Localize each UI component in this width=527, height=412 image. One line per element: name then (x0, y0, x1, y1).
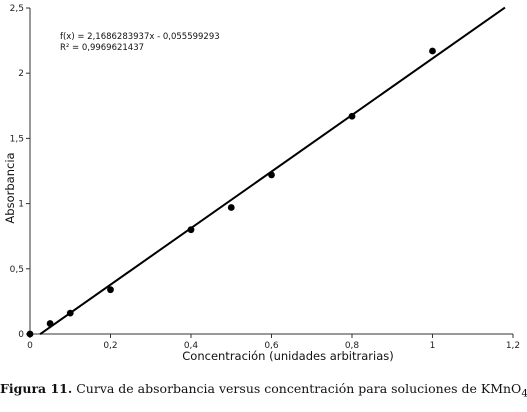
x-tick-label: 0,2 (103, 341, 117, 351)
x-tick-label: 0,8 (345, 341, 360, 351)
caption-subscript: 4 (521, 387, 527, 400)
y-tick-label: 2 (18, 69, 24, 79)
trendline-group (39, 6, 506, 335)
data-point (46, 320, 54, 327)
chart-svg: 0 0,2 0,4 0,6 0,8 1 1,2 0 0,5 1 1,5 2 2,5 Concentrac… (3, 4, 520, 363)
data-point (26, 330, 34, 338)
tick-marks (26, 7, 514, 338)
x-tick-label: 0 (27, 341, 33, 351)
data-point (268, 171, 275, 179)
x-axis-title: Concentración (unidades arbitrarias) (182, 349, 393, 363)
absorbance-chart: 0 0,2 0,4 0,6 0,8 1 1,2 0 0,5 1 1,5 2 2,5 Concentrac… (3, 4, 520, 363)
y-tick-label: 0,5 (10, 265, 24, 275)
figure-caption: Figura 11. Curva de absorbancia versus c… (0, 381, 527, 400)
tick-labels: 0 0,2 0,4 0,6 0,8 1 1,2 0 0,5 1 1,5 2 2,5 (10, 4, 520, 351)
trendline-equation: f(x) = 2,1686283937x - 0,055599293 (60, 32, 220, 42)
data-point (429, 47, 436, 55)
r-squared-label: R² = 0,9969621437 (60, 43, 144, 53)
data-point (107, 286, 114, 294)
x-tick-label: 1 (430, 341, 436, 351)
x-tick-label: 0,4 (184, 341, 199, 351)
y-axis-title: Absorbancia (3, 152, 17, 223)
caption-text: Curva de absorbancia versus concentració… (72, 381, 522, 396)
trendline (39, 6, 506, 335)
data-points (26, 47, 436, 338)
y-tick-label: 2,5 (10, 4, 24, 14)
data-point (187, 226, 195, 234)
data-point (348, 112, 356, 120)
data-point (227, 204, 235, 211)
x-tick-label: 0,6 (264, 341, 279, 351)
y-tick-label: 1 (18, 200, 24, 210)
y-tick-label: 1,5 (10, 134, 24, 144)
y-tick-label: 0 (18, 330, 24, 340)
x-tick-label: 1,2 (506, 341, 520, 351)
caption-label: Figura 11. (0, 381, 73, 396)
data-point (66, 309, 74, 317)
